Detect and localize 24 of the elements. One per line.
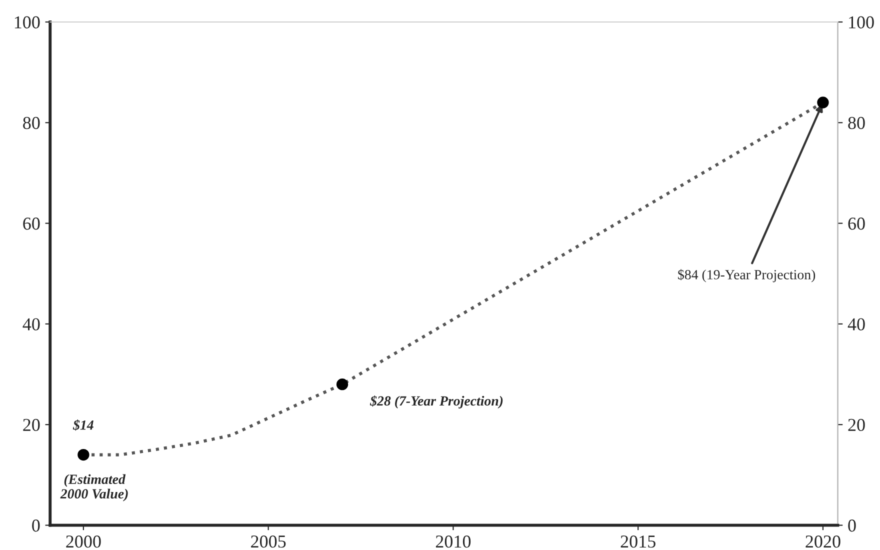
point [817,96,829,108]
y-tick-label: 60 [23,218,40,230]
y-tick-label: 80 [23,116,40,130]
y2-tick-label: 60 [848,218,865,230]
x-tick-label: 2020 [806,535,840,548]
y-tick-label: 40 [22,318,40,330]
annotation: $28 (7-Year Projection) [370,395,503,408]
annotation: (Estimated 2000 Value) [60,474,128,502]
point [78,448,90,461]
x-tick-label: 2015 [620,535,656,548]
point [336,378,348,390]
y-tick-label: 20 [23,418,40,432]
x-tick-label: 2000 [66,535,101,548]
annotation: $84 (19-Year Projection) [678,269,816,282]
y2-tick-label: 100 [849,16,874,28]
y2-tick-label: 0 [848,520,856,532]
y2-tick-label: 20 [848,418,865,432]
y-tick-label: 0 [32,520,40,532]
annotation: $14 [72,420,94,431]
y2-tick-label: 80 [848,116,865,130]
x-tick-label: 2005 [251,535,286,548]
y2-tick-label: 40 [848,318,865,330]
y-tick-label: 100 [14,16,40,28]
x-tick-label: 2010 [436,535,471,548]
